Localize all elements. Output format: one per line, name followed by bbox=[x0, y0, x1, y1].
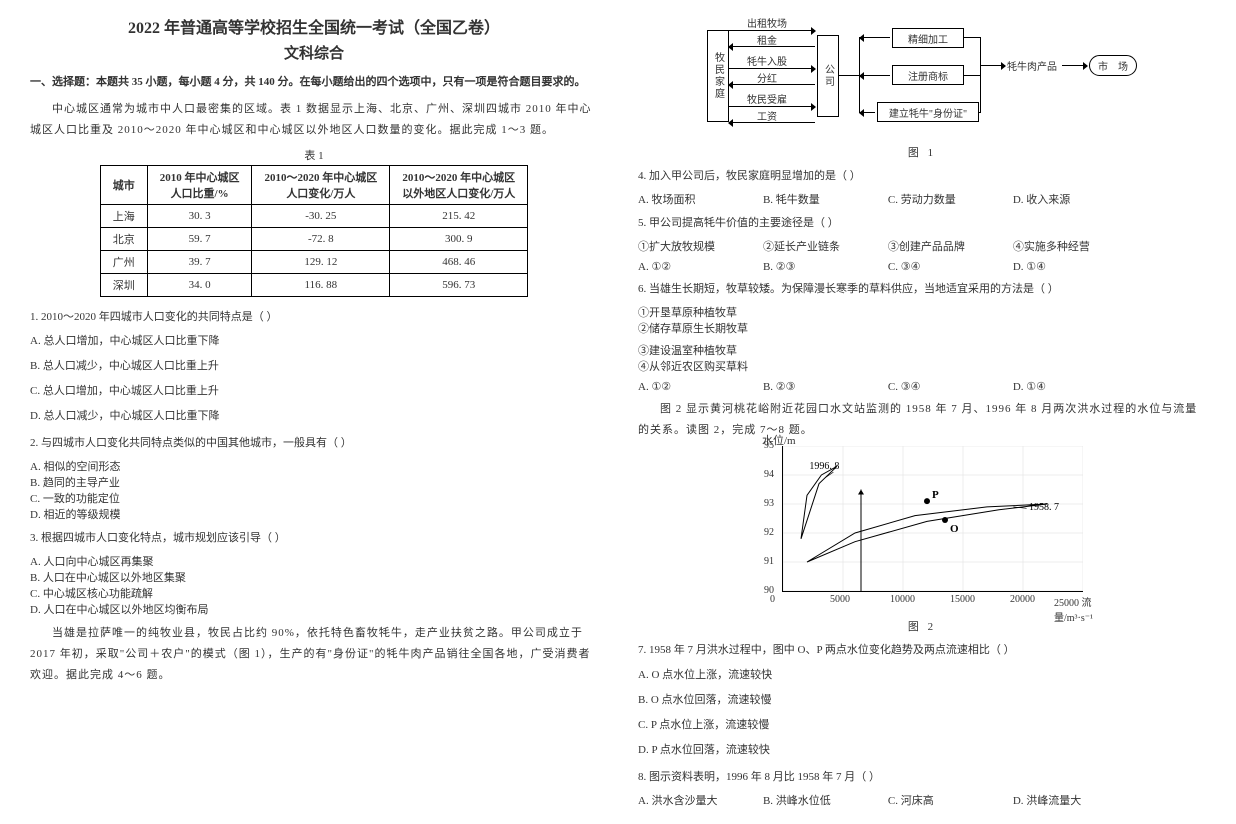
diagram-box-right: 精细加工 bbox=[892, 28, 964, 48]
option: C. 中心城区核心功能疏解 bbox=[30, 585, 286, 601]
option: A. ①② bbox=[638, 380, 763, 393]
intro-paragraph-3: 图 2 显示黄河桃花峪附近花园口水文站监测的 1958 年 7 月、1996 年… bbox=[638, 399, 1206, 441]
chart-figure-2: 水位/m PO1996. 81958. 7 909192939495050001… bbox=[752, 446, 1092, 616]
table-header-row: 城市 2010 年中心城区 人口比重/% 2010～2020 年中心城区 人口变… bbox=[100, 165, 528, 204]
right-column: 牧民家庭 公司 出租牧场 租金 牦牛入股 分红 牧民受雇 工资 精细加工 注册商… bbox=[638, 10, 1206, 814]
table-caption: 表 1 bbox=[30, 147, 598, 163]
question-7-stem: 7. 1958 年 7 月洪水过程中，图中 O、P 两点水位变化趋势及两点流速相… bbox=[638, 640, 1206, 661]
arrow-label: 租金 bbox=[757, 32, 777, 47]
option: A. 人口向中心城区再集聚 bbox=[30, 553, 286, 569]
question-5-stem: 5. 甲公司提高牦牛价值的主要途径是（ ） bbox=[638, 213, 1206, 234]
page-title: 2022 年普通高等学校招生全国统一考试（全国乙卷） bbox=[30, 14, 598, 38]
option: D. ①④ bbox=[1013, 380, 1138, 393]
option: B. 总人口减少，中心城区人口比重上升 bbox=[30, 356, 598, 377]
diagram-box-right: 注册商标 bbox=[892, 65, 964, 85]
intro-paragraph-1: 中心城区通常为城市中人口最密集的区域。表 1 数据显示上海、北京、广州、深圳四城… bbox=[30, 99, 598, 141]
subject-title: 文科综合 bbox=[30, 42, 598, 63]
option: B. ②③ bbox=[763, 380, 888, 393]
left-column: 2022 年普通高等学校招生全国统一考试（全国乙卷） 文科综合 一、选择题：本题… bbox=[30, 10, 598, 814]
diagram-1: 牧民家庭 公司 出租牧场 租金 牦牛入股 分红 牧民受雇 工资 精细加工 注册商… bbox=[707, 10, 1137, 140]
option: A. O 点水位上涨，流速较快 bbox=[638, 665, 1206, 686]
diagram-box-right: 建立牦牛"身份证" bbox=[877, 102, 979, 122]
option: A. 牧场面积 bbox=[638, 191, 763, 207]
option: A. 洪水含沙量大 bbox=[638, 792, 763, 808]
svg-text:1996. 8: 1996. 8 bbox=[809, 462, 839, 473]
sub-option: ④从邻近农区购买草料 bbox=[638, 358, 894, 374]
option: D. ①④ bbox=[1013, 260, 1138, 273]
table-row: 北京59. 7-72. 8300. 9 bbox=[100, 227, 528, 250]
option: D. 收入来源 bbox=[1013, 191, 1138, 207]
option: B. ②③ bbox=[763, 260, 888, 273]
question-8-stem: 8. 图示资料表明，1996 年 8 月比 1958 年 7 月（ ） bbox=[638, 767, 1206, 788]
option: A. 总人口增加，中心城区人口比重下降 bbox=[30, 331, 598, 352]
table-1: 城市 2010 年中心城区 人口比重/% 2010～2020 年中心城区 人口变… bbox=[100, 165, 529, 297]
diagram-box-mid: 公司 bbox=[817, 35, 839, 117]
table-row: 广州39. 7129. 12468. 46 bbox=[100, 250, 528, 273]
question-6-stem: 6. 当雄生长期短，牧草较矮。为保障漫长寒季的草料供应，当地适宜采用的方法是（ … bbox=[638, 279, 1206, 300]
option: C. 劳动力数量 bbox=[888, 191, 1013, 207]
question-3-stem: 3. 根据四城市人口变化特点，城市规划应该引导（ ） bbox=[30, 528, 598, 549]
svg-text:O: O bbox=[950, 523, 959, 535]
option: B. 洪峰水位低 bbox=[763, 792, 888, 808]
option: C. 总人口增加，中心城区人口比重上升 bbox=[30, 381, 598, 402]
option: C. P 点水位上涨，流速较慢 bbox=[638, 715, 1206, 736]
option: C. 一致的功能定位 bbox=[30, 490, 286, 506]
svg-text:1958. 7: 1958. 7 bbox=[1029, 502, 1059, 513]
question-2-stem: 2. 与四城市人口变化共同特点类似的中国其他城市，一般具有（ ） bbox=[30, 433, 598, 454]
option: A. ①② bbox=[638, 260, 763, 273]
option: B. 牦牛数量 bbox=[763, 191, 888, 207]
sub-option: ①开垦草原种植牧草 bbox=[638, 304, 894, 320]
option: D. 总人口减少，中心城区人口比重下降 bbox=[30, 406, 598, 427]
option: A. 相似的空间形态 bbox=[30, 458, 286, 474]
option: D. 洪峰流量大 bbox=[1013, 792, 1138, 808]
sub-option: ②储存草原生长期牧草 bbox=[638, 320, 894, 336]
sub-option: ④实施多种经营 bbox=[1013, 238, 1138, 254]
intro-paragraph-2: 当雄是拉萨唯一的纯牧业县，牧民占比约 90%，依托特色畜牧牦牛，走产业扶贫之路。… bbox=[30, 623, 598, 686]
sub-option: ③创建产品品牌 bbox=[888, 238, 1013, 254]
diagram-market-box: 市 场 bbox=[1089, 55, 1137, 76]
question-4-stem: 4. 加入甲公司后，牧民家庭明显增加的是（ ） bbox=[638, 166, 1206, 187]
diagram-product-label: 牦牛肉产品 bbox=[1007, 58, 1057, 73]
option: C. ③④ bbox=[888, 260, 1013, 273]
svg-text:P: P bbox=[932, 490, 939, 502]
sub-option: ③建设温室种植牧草 bbox=[638, 342, 894, 358]
option: D. 人口在中心城区以外地区均衡布局 bbox=[30, 601, 286, 617]
table-row: 深圳34. 0116. 88596. 73 bbox=[100, 273, 528, 296]
chart-svg: P O 1996. 8 1958. 7 bbox=[783, 446, 1083, 591]
arrow-label: 牧民受雇 bbox=[747, 91, 787, 106]
arrow-label: 工资 bbox=[757, 108, 777, 123]
arrow-label: 出租牧场 bbox=[747, 15, 787, 30]
option: D. 相近的等级规模 bbox=[30, 506, 286, 522]
option: B. O 点水位回落，流速较慢 bbox=[638, 690, 1206, 711]
diagram-1-caption: 图 1 bbox=[638, 144, 1206, 160]
arrow-label: 牦牛入股 bbox=[747, 53, 787, 68]
question-1-stem: 1. 2010～2020 年四城市人口变化的共同特点是（ ） bbox=[30, 307, 598, 328]
chart-caption: 图 2 bbox=[638, 618, 1206, 634]
option: C. 河床高 bbox=[888, 792, 1013, 808]
arrow-label: 分红 bbox=[757, 70, 777, 85]
option: C. ③④ bbox=[888, 380, 1013, 393]
option: B. 人口在中心城区以外地区集聚 bbox=[30, 569, 286, 585]
option: B. 趋同的主导产业 bbox=[30, 474, 286, 490]
option: D. P 点水位回落，流速较快 bbox=[638, 740, 1206, 761]
sub-option: ①扩大放牧规模 bbox=[638, 238, 763, 254]
sub-option: ②延长产业链条 bbox=[763, 238, 888, 254]
section-instruction: 一、选择题：本题共 35 小题，每小题 4 分，共 140 分。在每小题给出的四… bbox=[30, 73, 598, 93]
table-row: 上海30. 3-30. 25215. 42 bbox=[100, 204, 528, 227]
